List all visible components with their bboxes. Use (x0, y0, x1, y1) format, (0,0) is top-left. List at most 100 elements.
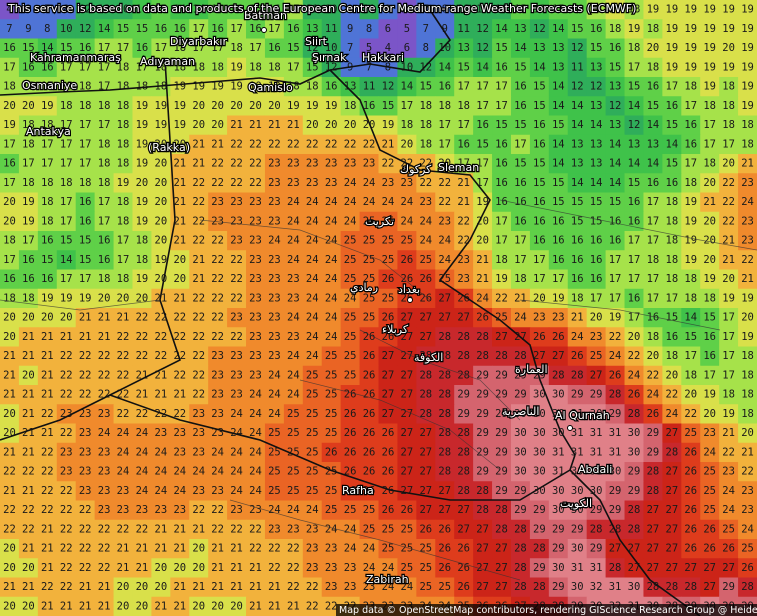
temp-value: 21 (173, 177, 186, 189)
temp-value: 19 (703, 61, 716, 73)
temp-cell (605, 269, 626, 290)
temp-value: 19 (173, 100, 186, 112)
temp-value: 23 (98, 485, 111, 497)
temp-value: 20 (3, 100, 16, 112)
temp-cell (113, 250, 133, 270)
temp-value: 26 (363, 369, 376, 381)
temp-value: 11 (457, 23, 470, 35)
temp-value: 18 (22, 177, 35, 189)
temp-cell (340, 115, 361, 136)
temp-cell (719, 38, 739, 59)
temp-cell (700, 154, 720, 174)
temp-cell (75, 211, 96, 232)
place-label: (Rakka) (148, 141, 190, 154)
temp-value: 17 (155, 42, 168, 54)
temp-value: 17 (628, 273, 641, 285)
temp-value: 21 (41, 331, 54, 343)
temp-cell (18, 269, 39, 290)
temp-value: 25 (382, 523, 395, 535)
temp-value: 23 (155, 504, 168, 516)
temp-value: 19 (382, 119, 395, 131)
temp-value: 24 (306, 504, 319, 516)
temp-cell (0, 269, 20, 290)
temp-cell (605, 211, 626, 232)
temp-cell (662, 77, 682, 97)
temp-value: 21 (173, 235, 186, 247)
temp-cell (132, 115, 152, 136)
temp-value: 21 (476, 254, 489, 266)
temp-value: 27 (609, 543, 622, 555)
temp-value: 16 (249, 23, 262, 35)
temp-value: 20 (155, 562, 168, 574)
temp-value: 15 (495, 119, 508, 131)
temp-cell (283, 269, 304, 290)
temp-cell (378, 173, 398, 193)
temp-value: 17 (60, 196, 73, 208)
temp-value: 22 (173, 312, 186, 324)
temp-cell (454, 134, 474, 155)
temp-cell (567, 57, 588, 78)
temp-value: 20 (192, 543, 205, 555)
temp-value: 22 (3, 504, 16, 516)
temp-cell (170, 269, 190, 290)
temp-value: 21 (79, 312, 92, 324)
temp-cell (473, 38, 493, 59)
temp-value: 22 (117, 369, 130, 381)
temp-value: 22 (192, 312, 205, 324)
temp-value: 28 (533, 543, 546, 555)
temp-value: 25 (287, 408, 300, 420)
place-label: الناصرية (502, 405, 539, 418)
temp-value: 20 (22, 312, 35, 324)
temp-value: 27 (590, 369, 603, 381)
temp-value: 20 (230, 100, 243, 112)
temp-value: 19 (703, 389, 716, 401)
temp-value: 11 (571, 61, 584, 73)
temp-cell (94, 77, 115, 97)
temp-cell (227, 115, 247, 136)
temp-value: 20 (703, 254, 716, 266)
temp-value: 22 (136, 331, 149, 343)
temp-value: 21 (41, 369, 54, 381)
temp-value: 22 (211, 158, 224, 170)
temp-cell (719, 19, 739, 39)
temp-cell (492, 192, 512, 213)
temp-value: 17 (79, 273, 92, 285)
temp-value: 18 (98, 177, 111, 189)
temp-cell (662, 19, 682, 39)
temp-value: 18 (684, 292, 697, 304)
temp-cell (738, 154, 757, 174)
temp-value: 24 (287, 196, 300, 208)
temp-cell (473, 211, 493, 232)
temp-cell (132, 231, 152, 251)
place-label: Hakkari (362, 51, 404, 64)
place-label: Diyarbakır (170, 35, 227, 48)
temp-value: 21 (173, 292, 186, 304)
temp-value: 27 (495, 562, 508, 574)
temp-value: 24 (306, 215, 319, 227)
temp-value: 26 (419, 292, 432, 304)
temp-value: 27 (401, 369, 414, 381)
temp-cell (510, 269, 531, 290)
temp-value: 28 (457, 446, 470, 458)
temp-value: 15 (514, 61, 527, 73)
temp-cell (151, 269, 171, 290)
temp-value: 21 (571, 312, 584, 324)
temp-value: 24 (287, 504, 300, 516)
temp-cell (738, 38, 757, 59)
temp-cell (397, 0, 417, 20)
temp-value: 17 (552, 273, 565, 285)
temp-cell (454, 173, 474, 193)
temp-cell (189, 250, 209, 270)
temp-value: 18 (684, 273, 697, 285)
temp-value: 22 (722, 196, 735, 208)
temp-value: 21 (192, 254, 205, 266)
temp-value: 22 (325, 138, 338, 150)
temp-value: 24 (268, 504, 281, 516)
temp-cell (454, 96, 474, 116)
temp-value: 22 (60, 504, 73, 516)
temp-value: 21 (268, 600, 281, 612)
temp-value: 31 (590, 562, 603, 574)
temp-value: 17 (647, 215, 660, 227)
temp-value: 30 (514, 466, 527, 478)
temp-value: 21 (136, 389, 149, 401)
